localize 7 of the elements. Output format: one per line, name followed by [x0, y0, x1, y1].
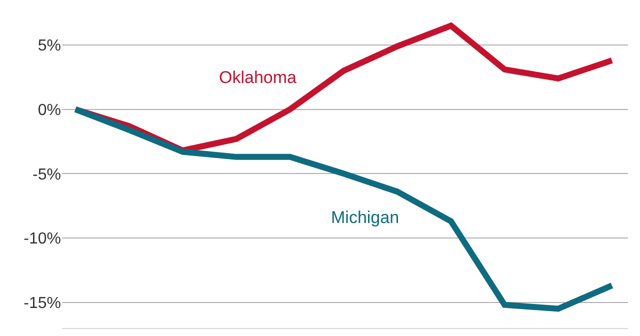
series-label: Michigan: [331, 208, 400, 227]
y-tick-label: -5%: [32, 166, 61, 184]
y-tick-label: -10%: [24, 230, 61, 248]
y-tick-label: 5%: [38, 38, 61, 55]
y-tick-label: -15%: [24, 294, 61, 312]
series-label: Oklahoma: [219, 68, 298, 87]
y-tick-label: 0%: [38, 102, 61, 119]
